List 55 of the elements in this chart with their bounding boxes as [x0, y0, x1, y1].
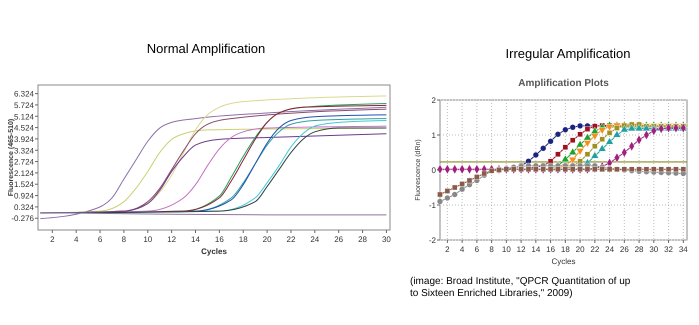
y-tick-label: 6.324 [14, 90, 35, 99]
x-tick-label: 28 [358, 235, 368, 244]
y-tick-label: 3.924 [14, 134, 35, 144]
x-axis-title: Cycles [201, 247, 228, 256]
x-tick-label: 14 [531, 245, 541, 254]
x-tick-label: 6 [98, 235, 103, 244]
x-tick-label: 26 [620, 245, 630, 254]
chart-subtitle: Amplification Plots [518, 78, 610, 89]
x-tick-label: 22 [590, 245, 600, 254]
x-tick-label: 34 [678, 245, 688, 254]
y-tick-label: 2 [432, 96, 437, 105]
x-tick-label: 4 [74, 235, 79, 244]
x-tick-label: 14 [191, 235, 200, 244]
y-tick-label: 1 [432, 131, 437, 140]
x-tick-label: 2 [445, 245, 450, 254]
x-tick-label: 20 [262, 235, 272, 244]
x-tick-label: 10 [502, 245, 512, 254]
x-tick-label: 20 [576, 245, 586, 254]
x-tick-label: 2 [50, 235, 56, 244]
x-tick-label: 30 [649, 245, 659, 254]
x-tick-label: 4 [460, 245, 465, 254]
x-tick-label: 8 [122, 235, 127, 244]
y-tick-label: 1.524 [14, 180, 35, 190]
y-tick-label: 0.924 [14, 192, 35, 201]
y-tick-label: -2 [428, 236, 437, 245]
y-tick-label: 3.324 [14, 146, 35, 156]
x-tick-label: 16 [214, 235, 224, 244]
x-tick-label: 8 [489, 245, 494, 254]
x-axis-title: Cycles [551, 257, 576, 266]
x-tick-label: 28 [634, 245, 644, 254]
x-tick-label: 24 [310, 235, 320, 244]
x-tick-label: 24 [605, 245, 615, 254]
y-tick-label: 2.724 [14, 158, 35, 167]
y-tick-label: 4.524 [14, 124, 35, 133]
text: (image: Broad Institute, "QPCR Quantitation of up to Sixteen Enriched Libraries," 2009) [410, 276, 631, 299]
x-tick-label: 6 [474, 245, 480, 254]
x-tick-label: 22 [286, 235, 296, 244]
x-tick-label: 12 [167, 235, 177, 244]
chart-title: Irregular Amplification [506, 46, 630, 61]
y-tick-label: 0 [432, 166, 437, 175]
x-tick-label: 30 [382, 235, 392, 244]
y-tick-label: 0.324 [14, 202, 35, 212]
y-tick-label: -0.276 [11, 214, 35, 224]
x-tick-label: 26 [334, 235, 344, 244]
x-tick-label: 10 [143, 235, 153, 244]
y-tick-label: 5.124 [14, 112, 35, 122]
y-tick-label: 5.724 [14, 100, 35, 110]
chart-title: Normal Amplification [146, 41, 266, 56]
y-tick-label: -1 [428, 201, 437, 210]
x-tick-label: 18 [560, 245, 570, 254]
y-tick-label: 2.124 [14, 168, 35, 178]
x-tick-label: 16 [546, 245, 556, 254]
x-tick-label: 12 [516, 245, 526, 254]
x-tick-label: 18 [238, 235, 248, 244]
x-tick-label: 32 [664, 245, 674, 254]
